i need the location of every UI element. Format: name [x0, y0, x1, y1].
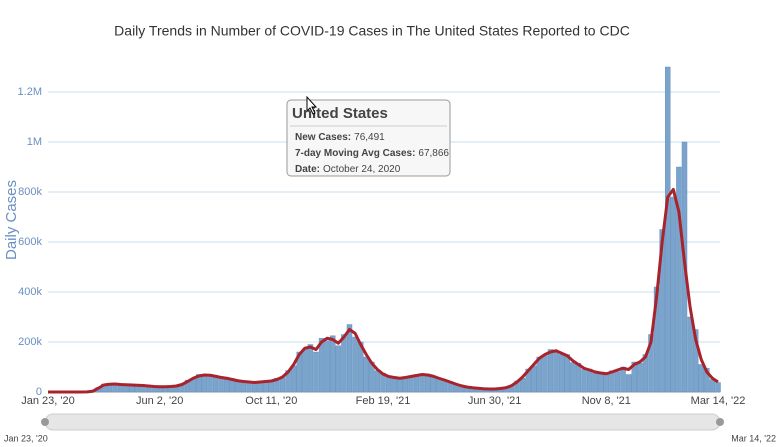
- bar: [313, 351, 319, 393]
- bar: [290, 365, 297, 393]
- y-axis-title: Daily Cases: [3, 180, 20, 260]
- bar: [692, 329, 699, 393]
- bar: [279, 377, 286, 393]
- bar: [670, 196, 677, 393]
- slider-handle[interactable]: [716, 418, 724, 426]
- bar: [547, 349, 554, 393]
- bar: [570, 362, 576, 393]
- bar: [324, 340, 330, 393]
- bar: [408, 377, 414, 393]
- x-tick-label: Nov 8, '21: [582, 395, 631, 407]
- bar: [665, 66, 671, 393]
- bar: [715, 382, 721, 393]
- bar: [352, 336, 358, 393]
- bar: [296, 351, 302, 393]
- bar: [385, 377, 392, 393]
- x-tick-label: Mar 14, '22: [691, 395, 746, 407]
- bar: [441, 380, 448, 393]
- tooltip-row-value: 76,491: [354, 132, 385, 143]
- bar: [553, 351, 559, 393]
- bar: [603, 374, 610, 393]
- slider-handle[interactable]: [41, 418, 49, 426]
- y-tick-label: 400k: [18, 286, 42, 298]
- bar: [341, 334, 347, 393]
- bar: [335, 345, 342, 393]
- y-tick-label: 800k: [18, 186, 42, 198]
- tooltip-row-value: October 24, 2020: [323, 164, 401, 175]
- range-slider[interactable]: Jan 23, '20 Mar 14, '22: [4, 413, 776, 443]
- tooltip-row: New Cases: 76,491: [295, 132, 385, 143]
- bar: [363, 356, 369, 393]
- tooltip-row: Date: October 24, 2020: [295, 164, 401, 175]
- tooltip-row-label: New Cases:: [295, 132, 351, 143]
- bar: [558, 354, 565, 393]
- y-tick-label: 0: [36, 386, 42, 398]
- bar: [704, 368, 710, 393]
- y-tick-label: 1M: [27, 136, 42, 148]
- bar: [235, 381, 241, 393]
- bar: [246, 382, 252, 393]
- bar: [687, 316, 693, 393]
- x-tick-label: Oct 11, '20: [245, 395, 297, 407]
- x-tick-label: Feb 19, '21: [356, 395, 411, 407]
- bar: [318, 338, 325, 393]
- chart-title: Daily Trends in Number of COVID-19 Cases…: [114, 23, 630, 39]
- bar: [631, 361, 637, 393]
- tooltip: United States New Cases: 76,491 7-day Movi…: [286, 99, 451, 177]
- bar: [620, 366, 626, 393]
- tooltip-row-value: 67,866: [418, 148, 449, 159]
- bar: [542, 355, 548, 393]
- tooltip-row-label: 7-day Moving Avg Cases:: [295, 148, 415, 159]
- slider-start-label: Jan 23, '20: [4, 433, 48, 443]
- x-tick-label: Jun 30, '21: [468, 395, 521, 407]
- bar: [346, 324, 353, 393]
- tooltip-box: [286, 99, 451, 177]
- bar: [397, 378, 403, 393]
- bar: [698, 364, 704, 393]
- slider-end-label: Mar 14, '22: [731, 433, 776, 443]
- bar: [676, 166, 682, 393]
- bar: [575, 363, 582, 393]
- tooltip-row: 7-day Moving Avg Cases: 67,866: [295, 148, 449, 159]
- tooltip-title: United States: [292, 105, 388, 122]
- tooltip-row-label: Date:: [295, 164, 320, 175]
- bar: [614, 371, 621, 393]
- bar: [302, 349, 308, 393]
- line: [48, 188, 719, 394]
- plot-area: 0 200k 400k 600k 800k 1M 1.2M Jan 23, '20 Jun 2,…: [18, 66, 746, 407]
- bar: [586, 368, 593, 393]
- cursor: [306, 95, 318, 115]
- x-tick-label: Jun 2, '20: [136, 395, 183, 407]
- y-tick-label: 200k: [18, 336, 42, 348]
- y-tick-label: 1.2M: [18, 86, 42, 98]
- bar: [257, 382, 263, 393]
- bar: [212, 376, 219, 393]
- x-tick-label: Jan 23, '20: [21, 395, 74, 407]
- bar: [709, 379, 716, 393]
- bar: [268, 381, 275, 393]
- bar: [659, 229, 665, 393]
- bar: [430, 377, 436, 393]
- bar: [531, 365, 537, 393]
- slider-track[interactable]: [44, 413, 721, 431]
- bar: [581, 369, 587, 393]
- bar: [374, 370, 381, 393]
- bar: [201, 375, 208, 393]
- bar: [637, 363, 643, 393]
- bar: [307, 344, 314, 393]
- bar: [223, 379, 230, 393]
- bar: [625, 374, 632, 393]
- bar: [598, 371, 604, 393]
- bar: [564, 354, 570, 393]
- y-tick-label: 600k: [18, 236, 42, 248]
- bar: [592, 373, 598, 393]
- bar: [330, 335, 336, 393]
- bar: [419, 375, 425, 393]
